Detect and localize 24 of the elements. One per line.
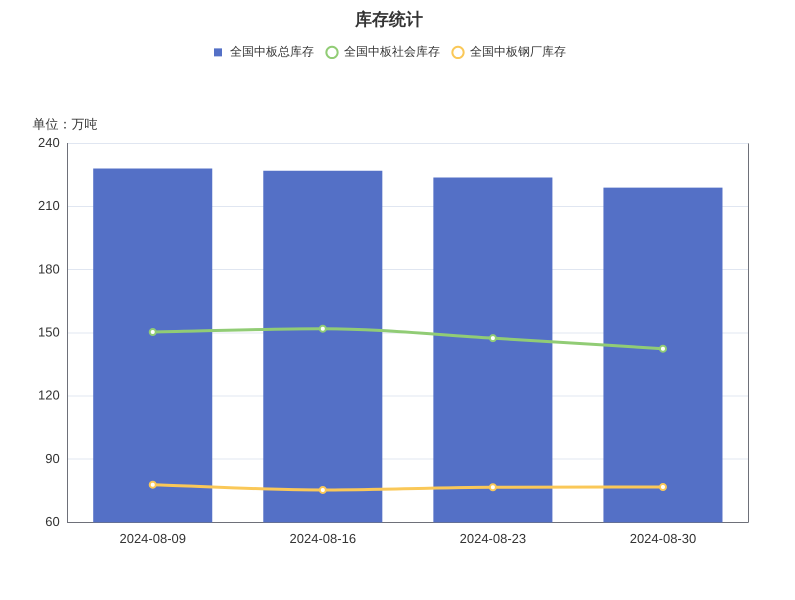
- point: [318, 486, 327, 494]
- y-tick-label: 240: [38, 134, 60, 150]
- x-tick-label: 2024-08-23: [460, 530, 526, 546]
- y-tick-label: 60: [45, 514, 60, 529]
- chart-title: 库存统计: [354, 10, 423, 29]
- y-tick-label: 150: [38, 324, 60, 340]
- y-tick-label: 210: [38, 198, 60, 214]
- point: [488, 483, 497, 492]
- y-tick-label: 180: [38, 261, 60, 276]
- x-tick-label: 2024-08-30: [630, 530, 696, 546]
- point: [658, 483, 667, 492]
- point: [488, 334, 497, 342]
- point: [148, 480, 157, 489]
- point: [318, 324, 327, 333]
- legend-label: 全国中板总库存: [230, 44, 314, 59]
- y-axis-title: 单位：万吨: [32, 117, 98, 132]
- point: [658, 344, 667, 353]
- x-tick-label: 2024-08-16: [290, 530, 356, 546]
- legend-label: 全国中板社会库存: [344, 44, 440, 59]
- y-tick-label: 120: [38, 388, 60, 403]
- point: [148, 328, 157, 336]
- y-tick-label: 90: [45, 450, 60, 466]
- legend-label: 全国中板钢厂库存: [470, 44, 566, 59]
- x-tick-label: 2024-08-09: [119, 530, 186, 546]
